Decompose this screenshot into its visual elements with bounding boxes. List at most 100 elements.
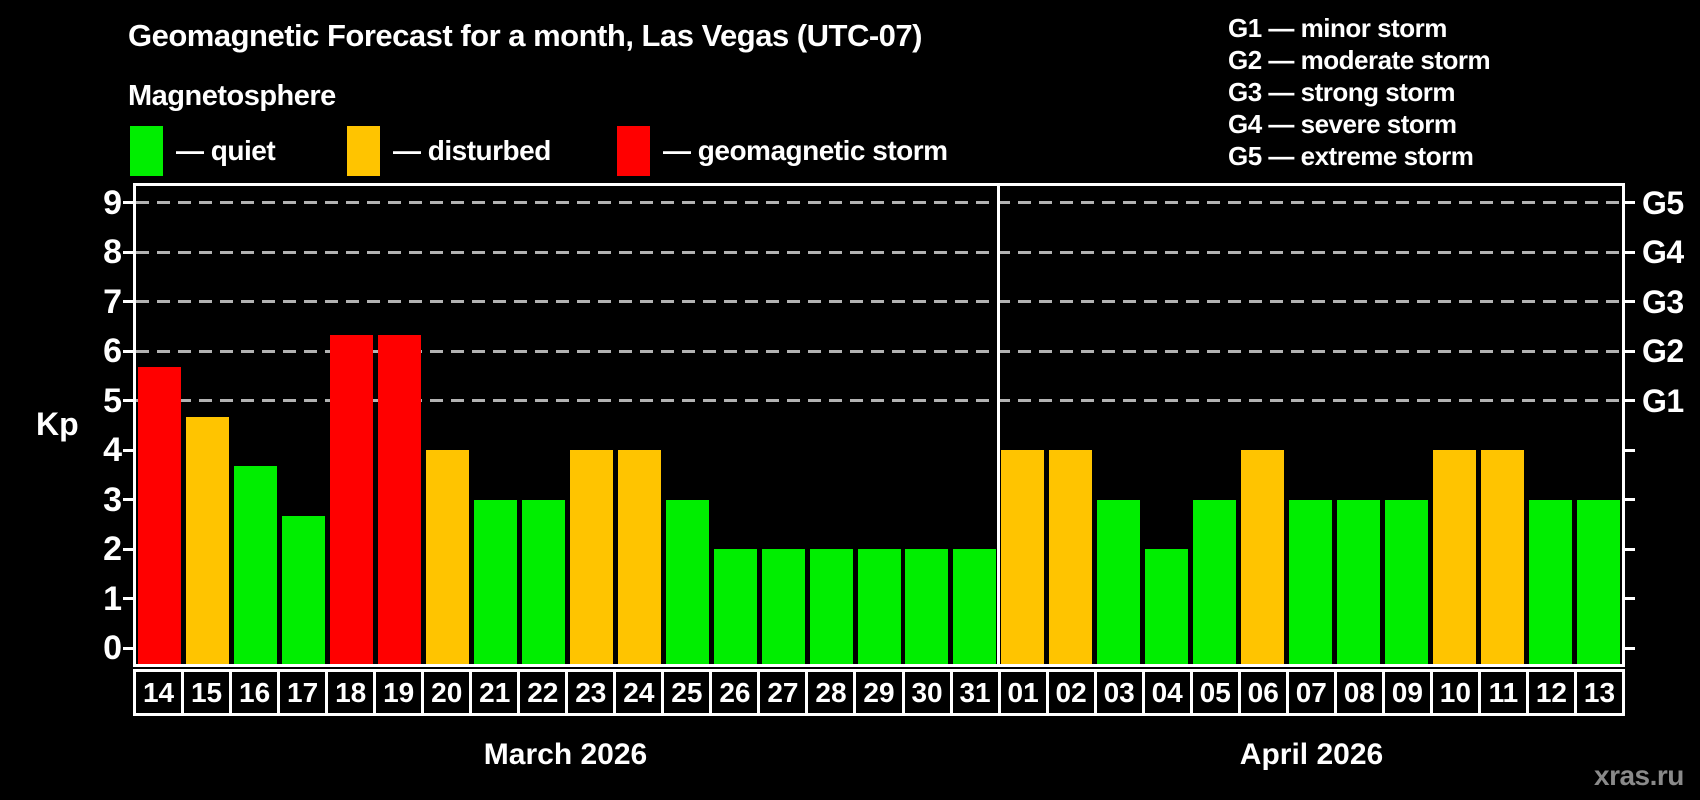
- day-label-cell: 09: [1381, 669, 1433, 716]
- g-level-gridline: [136, 250, 1622, 254]
- kp-bar: [426, 450, 470, 664]
- chart-subtitle: Magnetosphere: [128, 80, 336, 112]
- kp-bar: [1049, 450, 1093, 664]
- kp-bar: [713, 549, 757, 664]
- y-axis-tick-label: 7: [103, 282, 122, 321]
- y-axis-tick-right: [1625, 399, 1635, 402]
- day-label-cell: 01: [997, 669, 1049, 716]
- y-axis-tick-label: 3: [103, 480, 122, 519]
- y-axis-tick-label: 5: [103, 381, 122, 420]
- day-label-cell: 02: [1045, 669, 1097, 716]
- y-axis-tick-left: [123, 547, 133, 551]
- day-label-cell: 28: [805, 669, 857, 716]
- y-axis-tick-right: [1625, 498, 1635, 501]
- y-axis-tick-right: [1625, 349, 1635, 353]
- month-separator-line: [997, 186, 1001, 664]
- kp-bar: [1384, 499, 1428, 664]
- g-scale-legend-g2: G2 — moderate storm: [1228, 45, 1491, 75]
- day-label-cell: 11: [1477, 669, 1529, 716]
- legend-swatch-storm: [617, 126, 650, 176]
- g-scale-legend-g4: G4 — severe storm: [1228, 109, 1457, 139]
- kp-bar: [1288, 499, 1332, 664]
- kp-bar: [953, 549, 997, 664]
- y-axis-tick-right: [1625, 250, 1635, 254]
- kp-bar: [1193, 499, 1237, 664]
- day-label-cell: 04: [1141, 669, 1193, 716]
- y-axis-tick-right: [1625, 547, 1635, 551]
- y-axis-tick-left: [123, 399, 133, 402]
- day-label-cell: 07: [1285, 669, 1337, 716]
- kp-bar: [1240, 450, 1284, 664]
- day-label-cell: 15: [181, 669, 233, 716]
- day-label-cell: 18: [325, 669, 377, 716]
- g-level-gridline: [136, 201, 1622, 204]
- g-level-label: G5: [1642, 184, 1684, 221]
- day-label-cell: 16: [229, 669, 281, 716]
- legend-label-disturbed: — disturbed: [393, 135, 551, 166]
- day-label-cell: 03: [1093, 669, 1145, 716]
- day-label-cell: 05: [1189, 669, 1241, 716]
- y-axis-tick-right: [1625, 300, 1635, 303]
- y-axis-tick-right: [1625, 597, 1635, 600]
- y-axis-tick-label: 0: [103, 629, 122, 667]
- y-axis-tick-right: [1625, 646, 1635, 650]
- day-label-cell: 30: [901, 669, 953, 716]
- day-label-cell: 08: [1333, 669, 1385, 716]
- day-label-cell: 19: [373, 669, 425, 716]
- day-label-cell: 21: [469, 669, 521, 716]
- legend-label-storm: — geomagnetic storm: [663, 135, 948, 166]
- day-label-cell: 23: [565, 669, 617, 716]
- day-label-cell: 12: [1525, 669, 1577, 716]
- g-level-label: G3: [1642, 283, 1684, 320]
- day-label-cell: 22: [517, 669, 569, 716]
- y-axis-tick-left: [123, 250, 133, 254]
- legend-label-quiet: — quiet: [176, 135, 276, 166]
- day-label-cell: 20: [421, 669, 473, 716]
- y-axis-tick-right: [1625, 448, 1635, 452]
- day-axis-row: 14 15 16 17 18 19 20 21 22 23 24 25 26 27 28 29 30 31 01 02…: [133, 669, 1625, 716]
- watermark: xras.ru: [1594, 760, 1684, 791]
- y-axis-tick-left: [123, 448, 133, 452]
- kp-bar: [761, 549, 805, 664]
- day-label-cell: 31: [949, 669, 1001, 716]
- kp-bar: [474, 499, 518, 664]
- kp-bar: [330, 334, 374, 664]
- y-axis-tick-label: 6: [103, 332, 122, 370]
- kp-bar: [857, 549, 901, 664]
- y-axis-tick-label: 4: [103, 431, 122, 469]
- y-axis-tick-left: [123, 349, 133, 353]
- y-axis-tick-left: [123, 646, 133, 650]
- day-label-cell: 10: [1429, 669, 1481, 716]
- g-level-label: G2: [1642, 333, 1684, 369]
- kp-bar: [617, 450, 661, 664]
- y-axis-tick-left: [123, 597, 133, 600]
- kp-bar: [1576, 499, 1620, 664]
- kp-bar: [1097, 499, 1141, 664]
- kp-bar: [905, 549, 949, 664]
- g-scale-legend-g5: G5 — extreme storm: [1228, 141, 1474, 171]
- kp-bar: [138, 367, 182, 664]
- g-level-gridline: [136, 300, 1622, 303]
- chart-title: Geomagnetic Forecast for a month, Las Ve…: [128, 18, 922, 53]
- kp-bar: [1336, 499, 1380, 664]
- month-label-april: April 2026: [1239, 738, 1384, 771]
- y-axis-tick-left: [123, 300, 133, 303]
- month-label-march: March 2026: [483, 738, 648, 771]
- y-axis-tick-left: [123, 201, 133, 204]
- plot-area: [133, 183, 1625, 667]
- kp-bar: [378, 334, 422, 664]
- kp-bar: [1480, 450, 1524, 664]
- g-level-gridline: [136, 399, 1622, 402]
- day-label-cell: 17: [277, 669, 329, 716]
- g-level-gridline: [136, 349, 1622, 353]
- legend-swatch-disturbed: [347, 126, 380, 176]
- kp-bar: [665, 499, 709, 664]
- y-axis-tick-label: 2: [103, 530, 122, 568]
- day-label-cell: 27: [757, 669, 809, 716]
- day-label-cell: 25: [661, 669, 713, 716]
- g-scale-legend-g3: G3 — strong storm: [1228, 77, 1455, 107]
- day-label-cell: 13: [1573, 669, 1625, 716]
- y-axis-tick-label: 9: [103, 183, 122, 222]
- kp-bar: [1432, 450, 1476, 664]
- kp-bar: [1001, 450, 1045, 664]
